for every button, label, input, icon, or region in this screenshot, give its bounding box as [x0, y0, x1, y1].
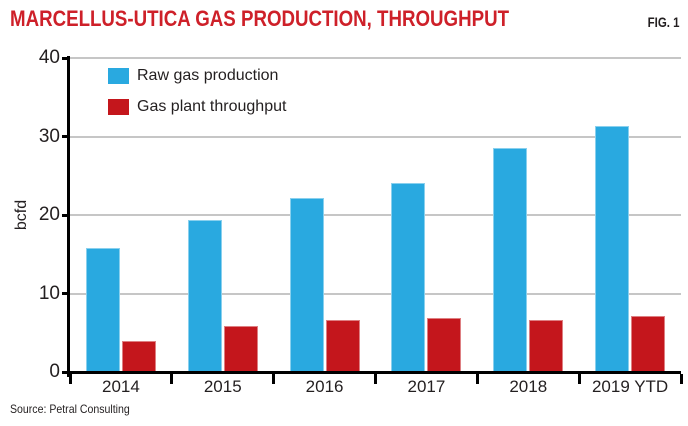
gridline-10: [70, 292, 681, 295]
y-axis-tick-0: [62, 370, 70, 374]
y-tick-label-40: 40: [38, 47, 60, 68]
y-axis-tick-40: [62, 56, 70, 60]
bar-raw-gas-production-2015: [187, 220, 222, 372]
y-tick-label-30: 30: [38, 125, 60, 147]
y-tick-label-20: 20: [38, 204, 60, 225]
x-tick-label-2015: 2015: [203, 377, 242, 396]
x-tick-label-2016: 2016: [305, 377, 344, 396]
bar-raw-gas-production-2016: [289, 197, 324, 372]
x-tick-label-2018: 2018: [509, 377, 548, 396]
x-axis-tick-3: [374, 374, 377, 384]
bar-gas-plant-throughput-2014: [121, 341, 156, 372]
gridline-30: [70, 135, 681, 138]
legend: Raw gas production Gas plant throughput: [108, 67, 286, 129]
bar-raw-gas-production-2019-YTD: [595, 126, 630, 372]
y-axis-line: [67, 56, 70, 377]
x-tick-label-2014: 2014: [101, 377, 140, 396]
y-axis-tick-10: [62, 292, 70, 295]
legend-swatch-throughput-icon: [108, 99, 129, 115]
gridline-20: [70, 214, 681, 216]
bar-gas-plant-throughput-2015: [223, 326, 258, 372]
source-note: Source: Petral Consulting: [10, 402, 130, 416]
bar-raw-gas-production-2014: [85, 247, 120, 372]
bar-gas-plant-throughput-2018: [529, 320, 564, 372]
legend-item-raw-gas: Raw gas production: [108, 67, 286, 85]
bar-gas-plant-throughput-2017: [427, 317, 462, 372]
legend-label-throughput: Gas plant throughput: [137, 98, 287, 115]
legend-label-raw-gas: Raw gas production: [137, 67, 279, 84]
bar-raw-gas-production-2017: [391, 182, 426, 372]
gridline-40: [70, 57, 681, 59]
figure-number-label: FIG. 1: [648, 15, 680, 30]
bar-gas-plant-throughput-2019-YTD: [631, 316, 666, 372]
x-axis-tick-4: [475, 374, 479, 384]
x-axis-line: [67, 371, 681, 374]
y-tick-label-0: 0: [49, 361, 60, 382]
bar-gas-plant-throughput-2016: [325, 320, 360, 372]
y-axis-tick-30: [62, 135, 70, 138]
x-axis-tick-2: [272, 374, 276, 384]
x-axis-tick-1: [170, 374, 174, 384]
x-tick-label-2019-YTD: 2019 YTD: [591, 377, 669, 396]
y-axis-tick-20: [62, 213, 70, 217]
chart-title: MARCELLUS-UTICA GAS PRODUCTION, THROUGHP…: [10, 6, 510, 31]
legend-item-throughput: Gas plant throughput: [108, 98, 286, 116]
x-axis-tick-6: [679, 374, 683, 384]
x-tick-label-2017: 2017: [407, 377, 446, 396]
y-tick-label-10: 10: [38, 282, 60, 304]
x-axis-tick-5: [577, 374, 581, 384]
bar-raw-gas-production-2018: [493, 148, 528, 372]
legend-swatch-raw-gas-icon: [108, 68, 129, 84]
x-axis-tick-0: [68, 374, 72, 384]
